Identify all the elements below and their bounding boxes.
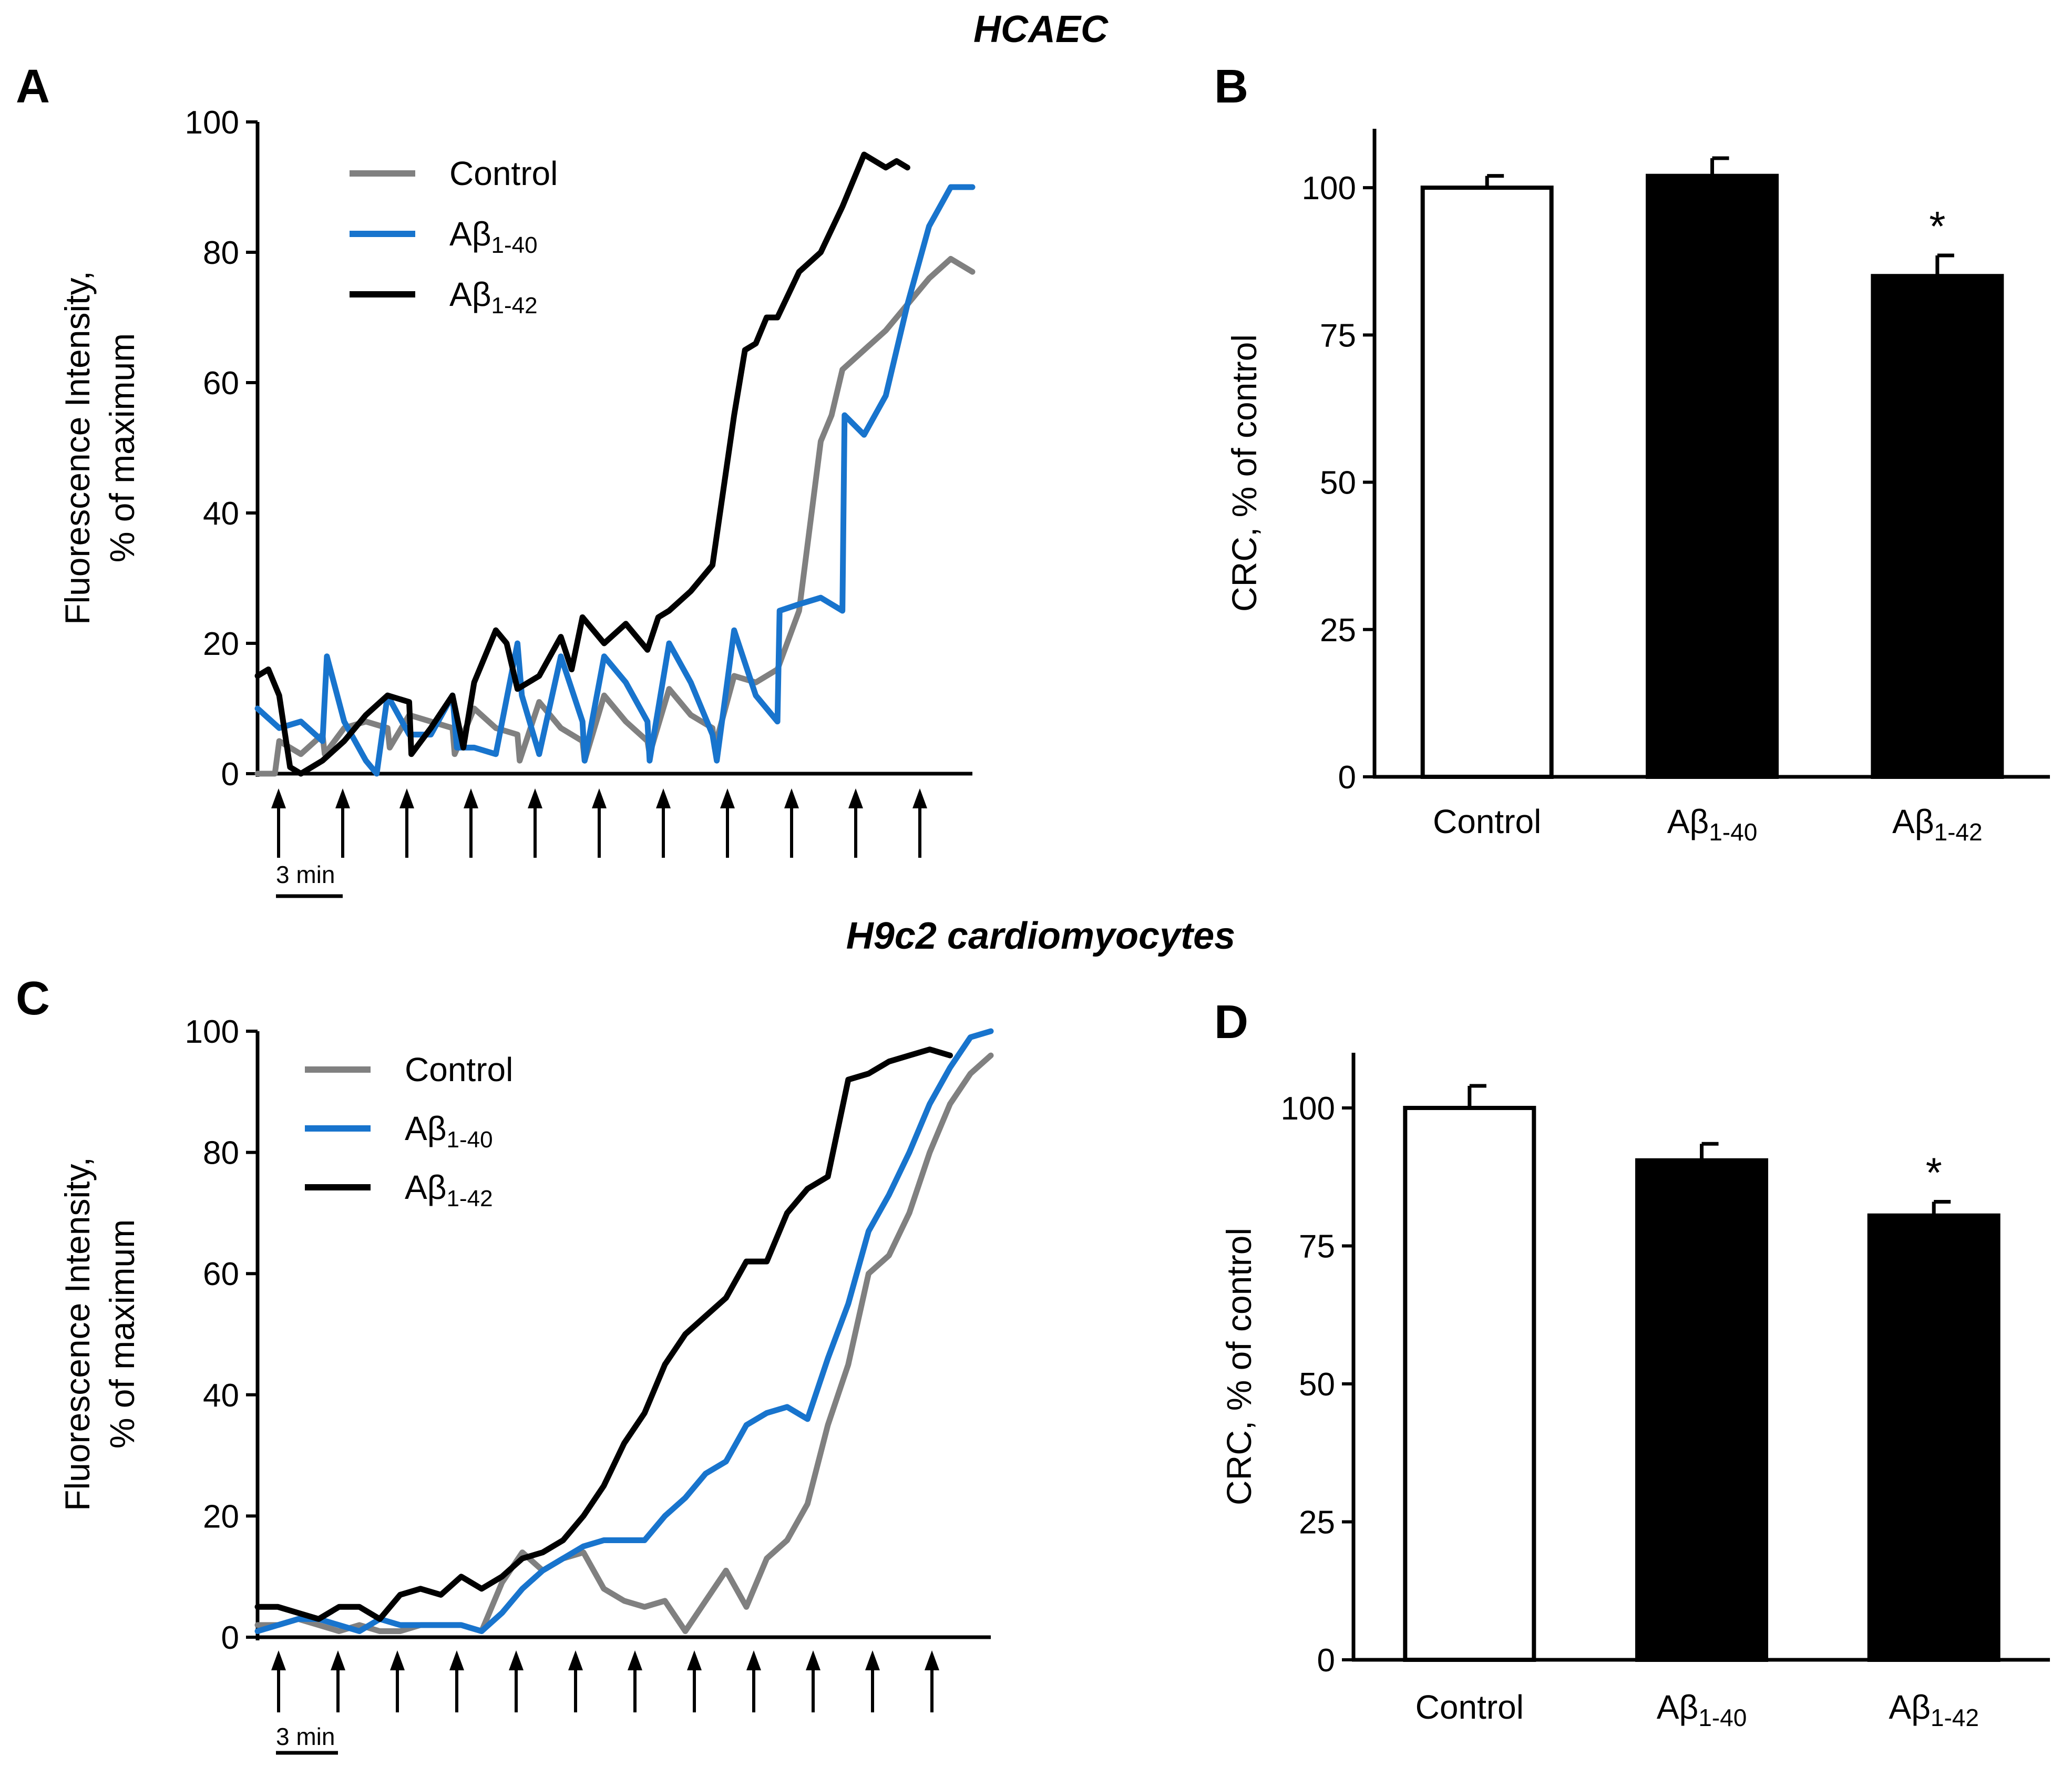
y-tick-label: 0 bbox=[1338, 759, 1356, 796]
legend-label-control: Control bbox=[449, 155, 558, 192]
y-tick-label: 40 bbox=[203, 496, 239, 532]
y-tick-label: 80 bbox=[203, 1135, 239, 1172]
section-title-h9c2: H9c2 cardiomyocytes bbox=[846, 915, 1235, 957]
y-tick-label: 100 bbox=[185, 105, 239, 141]
bar-1 bbox=[1403, 1106, 1536, 1662]
bar-3 bbox=[1871, 274, 2004, 779]
panel-c-line-chart: C 0 20 40 60 80 100 Fluorescence Intensity,% of… bbox=[16, 972, 994, 1755]
injection-arrow-head bbox=[399, 788, 414, 808]
injection-arrow-head bbox=[509, 1650, 524, 1670]
y-axis-title-line1: Fluorescence Intensity, bbox=[58, 1157, 97, 1511]
y-tick-label: 0 bbox=[221, 756, 239, 793]
y-tick-label: 0 bbox=[1317, 1642, 1335, 1679]
y-tick-label: 20 bbox=[203, 626, 239, 662]
legend-label-ab140: Aβ1-40 bbox=[449, 215, 538, 258]
injection-arrow-head bbox=[464, 788, 478, 808]
y-tick-label: 0 bbox=[221, 1620, 239, 1656]
y-tick-label: 50 bbox=[1320, 465, 1356, 501]
injection-arrow-head bbox=[865, 1650, 880, 1670]
series-line-control bbox=[254, 1052, 994, 1634]
legend-label-ab140: Aβ1-40 bbox=[405, 1110, 493, 1153]
category-label: Control bbox=[1433, 803, 1541, 840]
injection-arrow-head bbox=[449, 1650, 464, 1670]
injection-arrow-head bbox=[912, 788, 927, 808]
injection-arrow-head bbox=[746, 1650, 761, 1670]
injection-arrow-head bbox=[390, 1650, 405, 1670]
y-tick-label: 60 bbox=[203, 1256, 239, 1292]
y-tick-label: 100 bbox=[1281, 1091, 1335, 1127]
y-axis-title-line1: Fluorescence Intensity, bbox=[58, 271, 97, 625]
category-label: Aβ1-42 bbox=[1892, 803, 1983, 846]
injection-arrow-head bbox=[848, 788, 863, 808]
injection-arrow-head bbox=[271, 788, 286, 808]
y-tick-label: 25 bbox=[1320, 612, 1356, 649]
y-axis-title: CRC, % of control bbox=[1225, 334, 1264, 612]
series-line-ab142 bbox=[254, 151, 910, 777]
panel-b-bar-chart: B 0 25 50 75 100 CRC, % of control Control Aβ1-4… bbox=[1214, 60, 2050, 846]
y-tick-label: 80 bbox=[203, 235, 239, 271]
y-tick-label: 100 bbox=[185, 1014, 239, 1050]
bar-2 bbox=[1635, 1158, 1768, 1662]
injection-arrow-head bbox=[925, 1650, 939, 1670]
panel-letter-b: B bbox=[1214, 60, 1248, 113]
series-line-ab140 bbox=[254, 184, 976, 777]
legend-label-ab142: Aβ1-42 bbox=[449, 275, 538, 319]
y-tick-label: 75 bbox=[1320, 317, 1356, 354]
section-title-hcaec: HCAEC bbox=[973, 8, 1109, 50]
legend-label-control: Control bbox=[405, 1051, 513, 1088]
category-label: Aβ1-40 bbox=[1657, 1688, 1747, 1731]
injection-arrow-head bbox=[331, 1650, 345, 1670]
y-tick-label: 60 bbox=[203, 365, 239, 402]
legend-label-ab142: Aβ1-42 bbox=[405, 1168, 493, 1211]
panel-letter-a: A bbox=[16, 60, 50, 113]
bar-1 bbox=[1420, 186, 1554, 779]
injection-arrow-head bbox=[656, 788, 671, 808]
scale-bar-label: 3 min bbox=[276, 861, 335, 888]
scale-bar-label: 3 min bbox=[276, 1723, 335, 1750]
injection-arrow-head bbox=[687, 1650, 702, 1670]
injection-arrow-head bbox=[784, 788, 799, 808]
y-tick-label: 75 bbox=[1299, 1229, 1335, 1265]
injection-arrow-head bbox=[271, 1650, 286, 1670]
bar-3 bbox=[1867, 1213, 2001, 1662]
series-line-ab142 bbox=[254, 1046, 953, 1622]
injection-arrow-head bbox=[592, 788, 607, 808]
panel-d-bar-chart: D 0 25 50 75 100 CRC, % of control Control Aβ1-4… bbox=[1214, 996, 2050, 1731]
significance-marker: * bbox=[1929, 203, 1945, 250]
y-tick-label: 40 bbox=[203, 1378, 239, 1414]
injection-arrow-head bbox=[568, 1650, 583, 1670]
y-tick-label: 25 bbox=[1299, 1505, 1335, 1541]
injection-arrow-head bbox=[806, 1650, 820, 1670]
y-axis-title-line2: % of maximum bbox=[102, 1219, 141, 1449]
injection-arrow-head bbox=[628, 1650, 642, 1670]
category-label: Aβ1-42 bbox=[1889, 1688, 1979, 1731]
bar-2 bbox=[1646, 173, 1779, 779]
category-label: Control bbox=[1415, 1688, 1524, 1726]
injection-arrow-head bbox=[720, 788, 735, 808]
category-label: Aβ1-40 bbox=[1667, 803, 1758, 846]
panel-letter-c: C bbox=[16, 972, 50, 1025]
y-axis-title: CRC, % of control bbox=[1219, 1228, 1258, 1505]
y-tick-label: 20 bbox=[203, 1498, 239, 1535]
injection-arrow-head bbox=[335, 788, 350, 808]
series-line-ab140 bbox=[254, 1028, 994, 1634]
y-tick-label: 100 bbox=[1302, 170, 1356, 207]
y-tick-label: 50 bbox=[1299, 1367, 1335, 1403]
significance-marker: * bbox=[1926, 1149, 1942, 1196]
series-line-control bbox=[254, 255, 976, 777]
injection-arrow-head bbox=[528, 788, 542, 808]
panel-a-line-chart: A 0 20 40 60 80 100 Fluorescence Intensity,% of… bbox=[16, 60, 976, 898]
y-axis-title-line2: % of maximum bbox=[102, 333, 141, 562]
panel-letter-d: D bbox=[1214, 996, 1248, 1049]
